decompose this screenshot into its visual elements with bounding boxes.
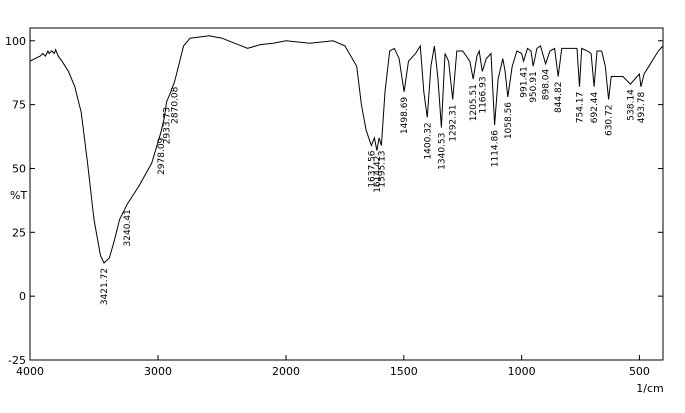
- peak-label: 538.14: [626, 89, 636, 121]
- peak-label: 1400.32: [423, 122, 433, 159]
- peak-label: 1340.53: [437, 133, 447, 170]
- x-tick-label: 1500: [390, 365, 418, 378]
- y-tick-label: -25: [8, 354, 26, 367]
- peak-label: 844.82: [554, 82, 564, 114]
- peak-label: 991.41: [520, 66, 530, 98]
- peak-label: 630.72: [605, 105, 615, 137]
- peak-label: 1114.86: [491, 130, 501, 167]
- peak-label: 950.91: [529, 71, 539, 103]
- peak-label: 2978.09: [157, 137, 167, 174]
- y-axis-label: %T: [10, 189, 27, 202]
- peak-label: 3421.72: [100, 268, 110, 305]
- y-tick-label: 50: [12, 162, 26, 175]
- x-axis-label: 1/cm: [636, 382, 663, 395]
- peak-label: 898.04: [542, 68, 552, 100]
- plot-frame: [29, 27, 664, 361]
- x-tick-label: 4000: [16, 365, 44, 378]
- peak-label: 1595.13: [377, 150, 387, 187]
- peak-label: 2870.08: [171, 86, 181, 123]
- peak-label: 1637.56: [367, 150, 377, 187]
- peak-label: 1058.56: [504, 102, 514, 139]
- spectrum-line: [29, 35, 664, 264]
- peak-label: 754.17: [576, 92, 586, 124]
- y-tick-label: 75: [12, 99, 26, 112]
- x-tick-label: 2000: [272, 365, 300, 378]
- y-tick-label: 0: [19, 290, 26, 303]
- peak-label: 1166.93: [478, 76, 488, 113]
- peak-label: 2933.73: [162, 107, 172, 144]
- peak-label: 1292.31: [449, 105, 459, 142]
- x-tick-label: 500: [629, 365, 650, 378]
- peak-label: 493.78: [637, 91, 647, 123]
- peak-label: 3240.41: [123, 209, 133, 246]
- peak-label: 1205.51: [469, 84, 479, 121]
- peak-label: 692.44: [590, 91, 600, 123]
- y-tick-label: 25: [12, 226, 26, 239]
- peak-label: 1614.42: [373, 156, 383, 193]
- peak-label: 1498.69: [400, 97, 410, 134]
- x-tick-label: 1000: [508, 365, 536, 378]
- x-tick-label: 3000: [144, 365, 172, 378]
- y-tick-label: 100: [5, 35, 26, 48]
